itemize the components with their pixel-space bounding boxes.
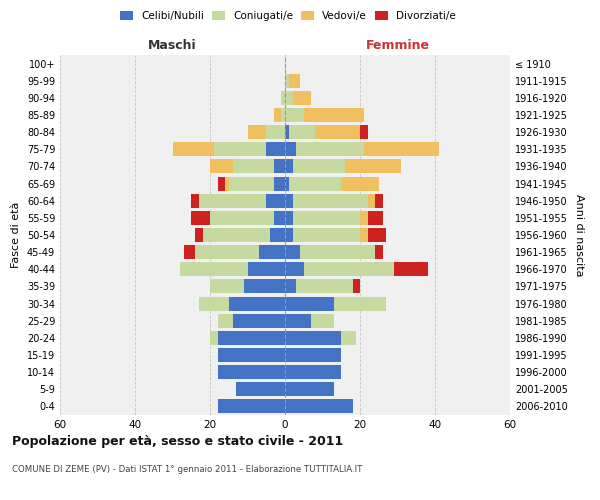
Bar [270,228,285,242]
Bar [210,211,274,225]
Bar [199,296,229,310]
Bar [210,331,218,345]
Bar [375,194,383,207]
Bar [285,91,293,105]
Bar [244,280,285,293]
Bar [334,296,386,310]
Bar [191,211,210,225]
Bar [195,228,203,242]
Bar [367,211,383,225]
Bar [360,211,367,225]
Bar [341,331,356,345]
Bar [360,228,367,242]
Legend: Celibi/Nubili, Coniugati/e, Vedovi/e, Divorziati/e: Celibi/Nubili, Coniugati/e, Vedovi/e, Di… [117,8,459,24]
Bar [229,296,285,310]
Bar [285,262,304,276]
Bar [285,348,341,362]
Bar [293,194,367,207]
Bar [195,245,259,259]
Bar [210,160,233,173]
Bar [293,228,360,242]
Bar [367,194,375,207]
Bar [293,91,311,105]
Bar [353,280,360,293]
Bar [293,211,360,225]
Bar [191,194,199,207]
Bar [229,176,274,190]
Text: Popolazione per età, sesso e stato civile - 2011: Popolazione per età, sesso e stato civil… [12,435,343,448]
Bar [248,125,266,139]
Bar [345,160,401,173]
Bar [285,296,334,310]
Y-axis label: Anni di nascita: Anni di nascita [574,194,584,276]
Bar [266,125,285,139]
Bar [285,194,293,207]
Bar [184,245,195,259]
Bar [304,262,394,276]
Bar [285,280,296,293]
Bar [289,176,341,190]
Bar [394,262,427,276]
Bar [274,160,285,173]
Bar [274,211,285,225]
Bar [285,228,293,242]
Bar [218,365,285,379]
Bar [285,160,293,173]
Bar [218,331,285,345]
Bar [375,245,383,259]
Bar [266,194,285,207]
Bar [180,262,248,276]
Bar [203,228,270,242]
Bar [266,142,285,156]
Bar [285,382,334,396]
Bar [296,280,353,293]
Bar [293,160,345,173]
Bar [285,400,353,413]
Bar [341,176,379,190]
Bar [218,400,285,413]
Bar [289,125,315,139]
Bar [364,142,439,156]
Bar [285,331,341,345]
Bar [285,211,293,225]
Bar [233,314,285,328]
Bar [300,245,375,259]
Bar [281,108,285,122]
Bar [289,74,300,88]
Bar [225,176,229,190]
Bar [233,160,274,173]
Bar [304,108,364,122]
Bar [285,365,341,379]
Bar [259,245,285,259]
Bar [285,74,289,88]
Bar [218,348,285,362]
Text: Maschi: Maschi [148,38,197,52]
Bar [315,125,360,139]
Bar [199,194,266,207]
Bar [214,142,266,156]
Text: Femmine: Femmine [365,38,430,52]
Bar [210,280,244,293]
Bar [218,314,233,328]
Y-axis label: Fasce di età: Fasce di età [11,202,21,268]
Bar [285,125,289,139]
Text: COMUNE DI ZEME (PV) - Dati ISTAT 1° gennaio 2011 - Elaborazione TUTTITALIA.IT: COMUNE DI ZEME (PV) - Dati ISTAT 1° genn… [12,465,362,474]
Bar [367,228,386,242]
Bar [274,108,281,122]
Bar [173,142,214,156]
Bar [248,262,285,276]
Bar [285,245,300,259]
Bar [285,176,289,190]
Bar [285,108,304,122]
Bar [281,91,285,105]
Bar [218,176,225,190]
Bar [285,314,311,328]
Bar [274,176,285,190]
Bar [285,142,296,156]
Bar [360,125,367,139]
Bar [311,314,334,328]
Bar [296,142,364,156]
Bar [236,382,285,396]
